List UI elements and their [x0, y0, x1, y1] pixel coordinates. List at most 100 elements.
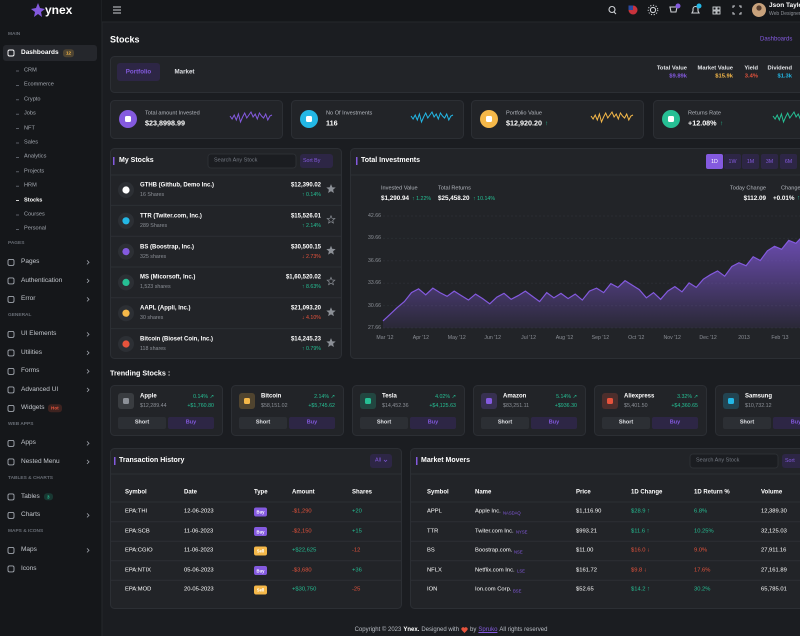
- submenu-item[interactable]: HRM: [24, 183, 37, 190]
- cell-price: $161.72: [576, 567, 597, 574]
- menu-item[interactable]: Icons: [21, 565, 37, 573]
- menu-item[interactable]: Nested Menu: [21, 458, 60, 466]
- x-tick-label: Feb '13: [771, 335, 788, 341]
- footer-copyright: Copyright © 2023: [355, 627, 402, 633]
- cart-badge: [676, 4, 681, 9]
- short-label[interactable]: Short: [135, 420, 149, 427]
- stat-change: ↑ 1.22%: [412, 196, 431, 202]
- submenu-item[interactable]: CRM: [24, 68, 37, 75]
- submenu-item[interactable]: Stocks: [24, 197, 42, 204]
- cell-volume: 65,785.01: [761, 587, 787, 594]
- submenu-item[interactable]: Courses: [24, 212, 45, 219]
- range-label[interactable]: 3M: [766, 158, 773, 164]
- submenu-item[interactable]: Analytics: [24, 154, 46, 161]
- total-value: $9.89k: [669, 74, 687, 81]
- short-label[interactable]: Short: [498, 420, 512, 427]
- menu-item[interactable]: Advanced UI: [21, 386, 58, 394]
- search-placeholder[interactable]: Search Any Stock: [214, 158, 257, 165]
- stock-shares: 118 shares: [140, 346, 166, 352]
- range-label[interactable]: 1D: [711, 158, 718, 164]
- short-label[interactable]: Short: [740, 420, 754, 427]
- sort-label[interactable]: Sort By: [303, 158, 320, 164]
- footer-rights: All rights reserved: [499, 627, 547, 633]
- stock-change: ↑ 0.14%: [302, 192, 321, 198]
- menu-item[interactable]: UI Elements: [21, 330, 56, 338]
- footer-author[interactable]: Spruko: [478, 627, 497, 633]
- exchange-tag: BSE: [513, 588, 521, 593]
- stat-change: ↑ 10.14%: [473, 196, 495, 202]
- buy-label[interactable]: Buy: [186, 420, 196, 427]
- cell-shares: +20: [352, 509, 362, 516]
- cell-date: 20-05-2023: [184, 587, 214, 594]
- trending-change: 0.14% ↗: [193, 394, 214, 400]
- sort-label[interactable]: Sort: [785, 458, 795, 464]
- buy-label[interactable]: Buy: [791, 420, 800, 427]
- cell-shares: -25: [352, 587, 360, 594]
- submenu-item[interactable]: Ecommerce: [24, 82, 54, 89]
- submenu-item[interactable]: Sales: [24, 140, 38, 147]
- stock-price: $12,390.02: [291, 182, 321, 189]
- tab[interactable]: Portfolio: [126, 68, 151, 75]
- menu-item[interactable]: Widgets: [21, 404, 44, 412]
- trending-change: 5.14% ↗: [556, 394, 577, 400]
- menu-item[interactable]: Error: [21, 295, 35, 303]
- range-label[interactable]: 6M: [785, 158, 792, 164]
- total-label: Market Value: [698, 66, 733, 73]
- column-header: 1D Change: [631, 489, 662, 496]
- submenu-item[interactable]: Personal: [24, 226, 46, 233]
- cell-date: 05-06-2023: [184, 567, 214, 574]
- stat-icon-glyph: [125, 116, 131, 122]
- menu-item[interactable]: Maps: [21, 546, 37, 554]
- buy-label[interactable]: Buy: [549, 420, 559, 427]
- menu-item[interactable]: Utilities: [21, 349, 42, 357]
- range-label[interactable]: 1W: [729, 158, 737, 164]
- cell-price: $11.00: [576, 548, 593, 555]
- cell-shares: +15: [352, 528, 362, 535]
- menu-item[interactable]: Pages: [21, 258, 39, 266]
- cell-date: 11-06-2023: [184, 548, 213, 555]
- menu-item[interactable]: Apps: [21, 439, 36, 447]
- stock-icon-glyph: [122, 248, 129, 255]
- stock-shares: 16 Shares: [140, 192, 164, 198]
- submenu-item[interactable]: NFT: [24, 125, 35, 132]
- column-header: Price: [576, 489, 591, 496]
- trending-name: Bitcoin: [261, 393, 281, 400]
- submenu-item[interactable]: Projects: [24, 168, 44, 175]
- cell-type: Sell: [257, 587, 264, 592]
- cell-return: 10.25%: [694, 528, 714, 535]
- cell-shares: -12: [352, 548, 360, 555]
- short-label[interactable]: Short: [377, 420, 391, 427]
- submenu-item[interactable]: Crypto: [24, 96, 40, 103]
- breadcrumb[interactable]: Dashboards: [760, 36, 792, 43]
- submenu-item[interactable]: Jobs: [24, 111, 36, 118]
- stock-name: AAPL (Appli, Inc.): [140, 306, 191, 313]
- page-title: Stocks: [110, 35, 140, 46]
- menu-item[interactable]: Dashboards: [21, 49, 59, 57]
- menu-item[interactable]: Charts: [21, 511, 40, 519]
- stat-trend: ↑: [720, 120, 723, 128]
- buy-label[interactable]: Buy: [670, 420, 680, 427]
- title-bar: [356, 157, 358, 165]
- cell-volume: 27,911.16: [761, 548, 786, 555]
- search-placeholder[interactable]: Search Any Stock: [696, 458, 739, 465]
- range-label[interactable]: 1M: [747, 158, 754, 164]
- menu-item[interactable]: Tables: [21, 493, 40, 501]
- tab[interactable]: Market: [175, 68, 195, 75]
- stat-icon-glyph: [486, 116, 492, 122]
- title-bar: [113, 157, 115, 165]
- menu-item[interactable]: Forms: [21, 367, 39, 375]
- trending-price: $83,251.11: [503, 403, 529, 409]
- filter-label[interactable]: All: [375, 458, 381, 465]
- cell-name: Ion.com Corp.: [475, 587, 511, 594]
- menu-badge: Hot: [48, 405, 62, 413]
- menu-item[interactable]: Authentication: [21, 277, 62, 285]
- short-label[interactable]: Short: [619, 420, 633, 427]
- trending-name: Tesla: [382, 393, 397, 400]
- menu-badge: 12: [63, 49, 74, 57]
- short-label[interactable]: Short: [256, 420, 270, 427]
- y-tick-label: 36.66: [368, 258, 381, 264]
- buy-label[interactable]: Buy: [307, 420, 317, 427]
- buy-label[interactable]: Buy: [428, 420, 438, 427]
